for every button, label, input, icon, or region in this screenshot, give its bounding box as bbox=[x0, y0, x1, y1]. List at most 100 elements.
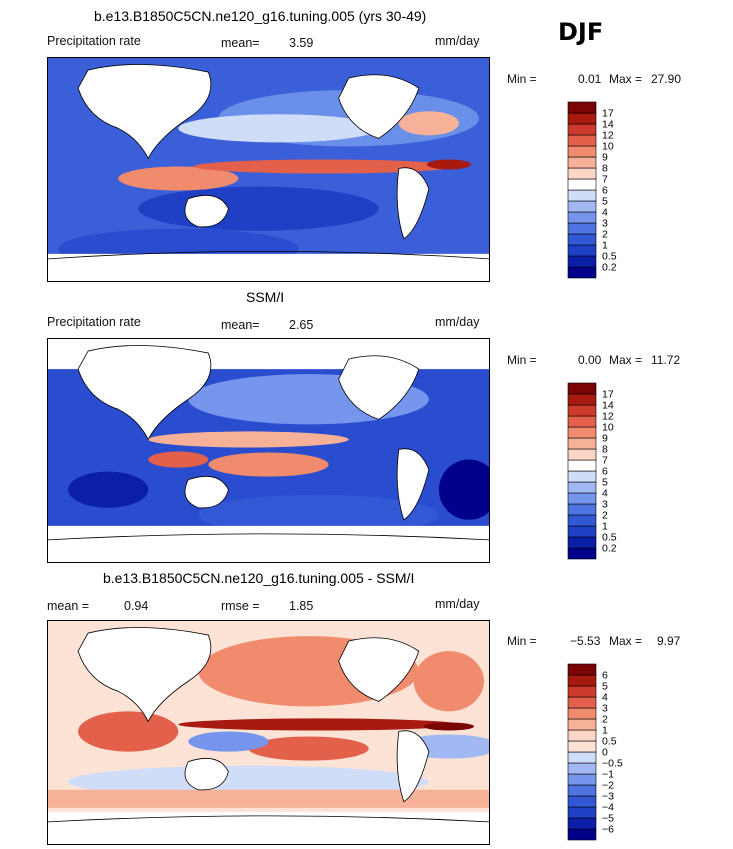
panel3-title: b.e13.B1850C5CN.ne120_g16.tuning.005 - S… bbox=[103, 570, 415, 586]
colorbar-tick-label: 0 bbox=[602, 747, 608, 759]
colorbar-swatch bbox=[567, 729, 597, 742]
colorbar-swatch bbox=[567, 817, 597, 830]
colorbar-swatch bbox=[567, 718, 597, 731]
panel1-min-label: Min = bbox=[507, 72, 537, 86]
colorbar-swatch bbox=[567, 547, 597, 560]
colorbar-tick-label: 17 bbox=[602, 108, 614, 120]
colorbar-tick-label: 5 bbox=[602, 681, 608, 693]
panel1-max-value: 27.90 bbox=[651, 72, 682, 86]
panel3-min-label: Min = bbox=[507, 634, 537, 648]
colorbar-swatch bbox=[567, 134, 597, 147]
colorbar-tick-label: 0.5 bbox=[602, 736, 617, 748]
colorbar-tick-label: 8 bbox=[602, 163, 608, 175]
panel2-units: mm/day bbox=[435, 315, 480, 329]
panel1-colorbar: 0.2 0.5 1 2 3 4 5 6 7 8 9 10 12 14 17 bbox=[567, 101, 628, 279]
colorbar-tick-label: 12 bbox=[602, 130, 614, 142]
colorbar-tick-label: 4 bbox=[602, 692, 608, 704]
colorbar-tick-label: 0.2 bbox=[602, 262, 617, 274]
colorbar-swatch bbox=[567, 189, 597, 202]
colorbar-tick-label: 5 bbox=[602, 196, 608, 208]
colorbar-swatch bbox=[567, 200, 597, 213]
colorbar-swatch bbox=[567, 437, 597, 450]
colorbar-swatch bbox=[567, 707, 597, 720]
panel1-mean-value: 3.59 bbox=[289, 36, 314, 50]
colorbar-tick-label: 3 bbox=[602, 499, 608, 511]
colorbar-swatch bbox=[567, 514, 597, 527]
colorbar-swatch bbox=[567, 503, 597, 516]
colorbar-tick-label: 4 bbox=[602, 488, 608, 500]
colorbar-swatch bbox=[567, 751, 597, 764]
colorbar-tick-label: 6 bbox=[602, 185, 608, 197]
colorbar-tick-label: −1 bbox=[602, 769, 614, 781]
colorbar-tick-label: 9 bbox=[602, 152, 608, 164]
colorbar-tick-label: 14 bbox=[602, 400, 614, 412]
panel1-max-label: Max = bbox=[609, 72, 643, 86]
colorbar-tick-label: −3 bbox=[602, 791, 614, 803]
colorbar-swatch bbox=[567, 156, 597, 169]
panel1-units: mm/day bbox=[435, 34, 480, 48]
colorbar-swatch bbox=[567, 145, 597, 158]
colorbar-tick-label: 6 bbox=[602, 466, 608, 478]
colorbar-swatch bbox=[567, 525, 597, 538]
colorbar-tick-label: 1 bbox=[602, 725, 608, 737]
colorbar-tick-label: 1 bbox=[602, 521, 608, 533]
colorbar-tick-label: 2 bbox=[602, 510, 608, 522]
colorbar-tick-label: 12 bbox=[602, 411, 614, 423]
colorbar-swatch bbox=[567, 382, 597, 395]
colorbar-tick-label: 0.5 bbox=[602, 532, 617, 544]
panel3-min-value: −5.53 bbox=[570, 634, 601, 648]
season-label: DJF bbox=[558, 18, 604, 46]
colorbar-swatch bbox=[567, 123, 597, 136]
panel2-mean-value: 2.65 bbox=[289, 318, 314, 332]
colorbar-swatch bbox=[567, 393, 597, 406]
colorbar-swatch bbox=[567, 222, 597, 235]
colorbar-tick-label: 2 bbox=[602, 714, 608, 726]
colorbar-swatch bbox=[567, 244, 597, 257]
colorbar-swatch bbox=[567, 255, 597, 268]
colorbar-swatch bbox=[567, 266, 597, 279]
colorbar-swatch bbox=[567, 211, 597, 224]
colorbar-tick-label: 10 bbox=[602, 141, 614, 153]
colorbar-swatch bbox=[567, 470, 597, 483]
colorbar-tick-label: 17 bbox=[602, 389, 614, 401]
panel1-map bbox=[47, 57, 490, 282]
colorbar-tick-label: 10 bbox=[602, 422, 614, 434]
colorbar-swatch bbox=[567, 663, 597, 676]
colorbar-swatch bbox=[567, 481, 597, 494]
panel2-map bbox=[47, 338, 490, 563]
panel1-variable: Precipitation rate bbox=[47, 34, 141, 48]
colorbar-swatch bbox=[567, 167, 597, 180]
colorbar-swatch bbox=[567, 233, 597, 246]
colorbar-swatch bbox=[567, 492, 597, 505]
colorbar-tick-label: 3 bbox=[602, 703, 608, 715]
colorbar-swatch bbox=[567, 415, 597, 428]
colorbar-tick-label: 2 bbox=[602, 229, 608, 241]
panel3-units: mm/day bbox=[435, 597, 480, 611]
panel2-min-value: 0.00 bbox=[578, 353, 602, 367]
colorbar-swatch bbox=[567, 674, 597, 687]
panel2-colorbar: 0.2 0.5 1 2 3 4 5 6 7 8 9 10 12 14 17 bbox=[567, 382, 628, 560]
colorbar-tick-label: 8 bbox=[602, 444, 608, 456]
colorbar-tick-label: 9 bbox=[602, 433, 608, 445]
colorbar-tick-label: 0.2 bbox=[602, 543, 617, 555]
colorbar-swatch bbox=[567, 828, 597, 841]
panel3-map bbox=[47, 620, 490, 845]
colorbar-tick-label: 7 bbox=[602, 174, 608, 186]
colorbar-swatch bbox=[567, 806, 597, 819]
panel1-title: b.e13.B1850C5CN.ne120_g16.tuning.005 (yr… bbox=[94, 8, 427, 24]
colorbar-swatch bbox=[567, 101, 597, 114]
colorbar-tick-label: 7 bbox=[602, 455, 608, 467]
colorbar-tick-label: 1 bbox=[602, 240, 608, 252]
colorbar-swatch bbox=[567, 426, 597, 439]
colorbar-tick-label: −5 bbox=[602, 813, 614, 825]
panel2-max-label: Max = bbox=[609, 353, 643, 367]
panel1-mean-label: mean= bbox=[221, 36, 260, 50]
colorbar-swatch bbox=[567, 178, 597, 191]
colorbar-tick-label: 6 bbox=[602, 670, 608, 682]
colorbar-tick-label: 3 bbox=[602, 218, 608, 230]
panel2-min-label: Min = bbox=[507, 353, 537, 367]
colorbar-tick-label: 0.5 bbox=[602, 251, 617, 263]
panel1-min-value: 0.01 bbox=[578, 72, 602, 86]
colorbar-swatch bbox=[567, 696, 597, 709]
colorbar-swatch bbox=[567, 740, 597, 753]
